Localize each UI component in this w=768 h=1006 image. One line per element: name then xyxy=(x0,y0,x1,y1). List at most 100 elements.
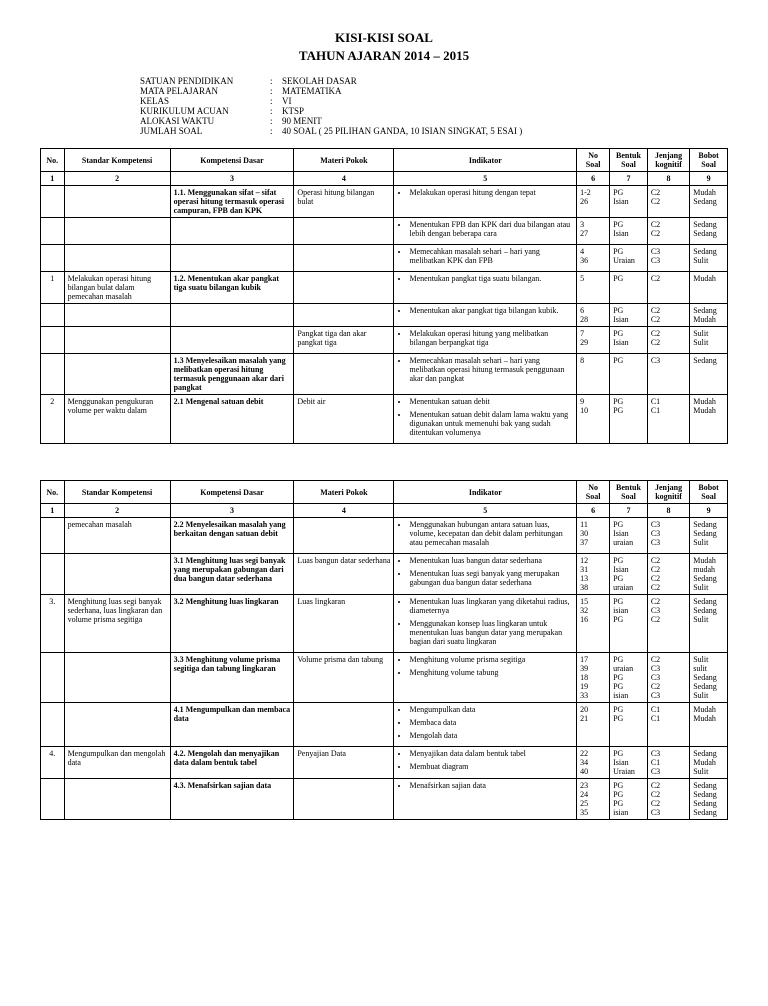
cell-no: 2 xyxy=(41,395,65,444)
cell-kd: 1.3 Menyelesaikan masalah yang melibatka… xyxy=(170,354,294,395)
cell-ind: Menentukan pangkat tiga suatu bilangan. xyxy=(394,272,577,304)
h-bs: Bentuk Soal xyxy=(610,481,648,504)
indicator-item: Melakukan operasi hitung yang melibatkan… xyxy=(409,329,573,347)
indicator-item: Memecahkan masalah sehari – hari yang me… xyxy=(409,356,573,383)
cell-mp xyxy=(294,779,394,820)
h-bs: Bentuk Soal xyxy=(610,149,648,172)
cell-no xyxy=(41,779,65,820)
cell-bs: PGIsianPGuraian xyxy=(610,554,648,595)
table-row: 3.1 Menghitung luas segi banyak yang mer… xyxy=(41,554,728,595)
cell-bs: PGuraianPGPGisian xyxy=(610,653,648,703)
h-sk: Standar Kompetensi xyxy=(64,149,170,172)
h-jk: Jenjang kognitif xyxy=(647,149,689,172)
cell-bs: PGisianPG xyxy=(610,595,648,653)
cell-bo: SedangSedangSulit xyxy=(690,518,728,554)
cell-jk: C2C2 xyxy=(647,304,689,327)
cell-mp: Volume prisma dan tabung xyxy=(294,653,394,703)
cell-sk: Melakukan operasi hitung bilangan bulat … xyxy=(64,272,170,304)
cell-ns: 153216 xyxy=(577,595,610,653)
cell-bs: PGIsian xyxy=(610,304,648,327)
indicator-item: Menentukan FPB dan KPK dari dua bilangan… xyxy=(409,220,573,238)
meta-label: MATA PELAJARAN xyxy=(140,86,270,96)
meta-block: SATUAN PENDIDIKAN:SEKOLAH DASARMATA PELA… xyxy=(140,76,728,136)
cell-mp: Penyajian Data xyxy=(294,747,394,779)
indicator-item: Menentukan pangkat tiga suatu bilangan. xyxy=(409,274,573,283)
doc-title-2: TAHUN AJARAN 2014 – 2015 xyxy=(40,48,728,64)
cell-mp: Debit air xyxy=(294,395,394,444)
cell-mp: Luas lingkaran xyxy=(294,595,394,653)
cell-sk xyxy=(64,703,170,747)
grid-table-2: No.Standar KompetensiKompetensi DasarMat… xyxy=(40,480,728,820)
h-kd: Kompetensi Dasar xyxy=(170,481,294,504)
cell-no xyxy=(41,186,65,218)
table-row: 1Melakukan operasi hitung bilangan bulat… xyxy=(41,272,728,304)
grid-table-1: No.Standar KompetensiKompetensi DasarMat… xyxy=(40,148,728,444)
h-ns: No Soal xyxy=(577,149,610,172)
indicator-item: Memecahkan masalah sehari – hari yang me… xyxy=(409,247,573,265)
cell-no xyxy=(41,518,65,554)
cell-mp: Pangkat tiga dan akar pangkat tiga xyxy=(294,327,394,354)
cell-mp xyxy=(294,245,394,272)
cell-bs: PGIsianUraian xyxy=(610,747,648,779)
cell-no xyxy=(41,218,65,245)
meta-value: MATEMATIKA xyxy=(282,86,342,96)
indicator-item: Menyajikan data dalam bentuk tabel xyxy=(409,749,573,758)
cell-ns: 23242535 xyxy=(577,779,610,820)
cell-ns: 729 xyxy=(577,327,610,354)
meta-value: 40 SOAL ( 25 PILIHAN GANDA, 10 ISIAN SIN… xyxy=(282,126,522,136)
cell-mp xyxy=(294,304,394,327)
cell-jk: C2C2 xyxy=(647,327,689,354)
indicator-item: Menghitung volume prisma segitiga xyxy=(409,655,573,664)
cell-ns: 436 xyxy=(577,245,610,272)
cell-ns: 12311338 xyxy=(577,554,610,595)
table-body-2: pemecahan masalah2.2 Menyelesaikan masal… xyxy=(41,518,728,820)
table-body-1: 1.1. Menggunakan sifat – sifat operasi h… xyxy=(41,186,728,444)
cell-jk: C2C2C2C3 xyxy=(647,779,689,820)
cell-bs: PGUraian xyxy=(610,245,648,272)
table-row: 1.3 Menyelesaikan masalah yang melibatka… xyxy=(41,354,728,395)
cell-mp xyxy=(294,272,394,304)
cell-jk: C2 xyxy=(647,272,689,304)
table-head: No.Standar KompetensiKompetensi DasarMat… xyxy=(41,149,728,186)
cell-ind: Menentukan akar pangkat tiga bilangan ku… xyxy=(394,304,577,327)
table-row: 3.3 Menghitung volume prisma segitiga da… xyxy=(41,653,728,703)
doc-title-1: KISI-KISI SOAL xyxy=(40,30,728,46)
cell-kd: 4.2. Mengolah dan menyajikan data dalam … xyxy=(170,747,294,779)
table-row: Pangkat tiga dan akar pangkat tiga Melaku… xyxy=(41,327,728,354)
cell-kd: 1.1. Menggunakan sifat – sifat operasi h… xyxy=(170,186,294,218)
cell-sk xyxy=(64,245,170,272)
cell-no xyxy=(41,653,65,703)
cell-ind: Menentukan luas lingkaran yang diketahui… xyxy=(394,595,577,653)
cell-ns: 327 xyxy=(577,218,610,245)
cell-bs: PGPGPGisian xyxy=(610,779,648,820)
cell-sk xyxy=(64,554,170,595)
cell-bo: SulitSulit xyxy=(690,327,728,354)
cell-sk xyxy=(64,653,170,703)
cell-mp xyxy=(294,354,394,395)
cell-bs: PGIsianuraian xyxy=(610,518,648,554)
table-row: Menentukan akar pangkat tiga bilangan ku… xyxy=(41,304,728,327)
h-ind: Indikator xyxy=(394,149,577,172)
cell-kd xyxy=(170,327,294,354)
meta-label: KELAS xyxy=(140,96,270,106)
cell-jk: C2C2 xyxy=(647,218,689,245)
cell-jk: C1C1 xyxy=(647,703,689,747)
table-head-2: No.Standar KompetensiKompetensi DasarMat… xyxy=(41,481,728,518)
meta-label: KURIKULUM ACUAN xyxy=(140,106,270,116)
cell-jk: C3 xyxy=(647,354,689,395)
cell-no xyxy=(41,354,65,395)
h-kd: Kompetensi Dasar xyxy=(170,149,294,172)
cell-bo: SedangSedangSulit xyxy=(690,595,728,653)
table-row: 4.1 Mengumpulkan dan membaca dataMengump… xyxy=(41,703,728,747)
cell-ind: Melakukan operasi hitung yang melibatkan… xyxy=(394,327,577,354)
cell-sk: pemecahan masalah xyxy=(64,518,170,554)
cell-jk: C2C2C2C2 xyxy=(647,554,689,595)
cell-bs: PG xyxy=(610,272,648,304)
cell-sk xyxy=(64,327,170,354)
cell-ns: 8 xyxy=(577,354,610,395)
cell-bs: PGIsian xyxy=(610,327,648,354)
cell-kd xyxy=(170,304,294,327)
cell-kd: 3.3 Menghitung volume prisma segitiga da… xyxy=(170,653,294,703)
h-mp: Materi Pokok xyxy=(294,149,394,172)
cell-sk: Menggunakan pengukuran volume per waktu … xyxy=(64,395,170,444)
